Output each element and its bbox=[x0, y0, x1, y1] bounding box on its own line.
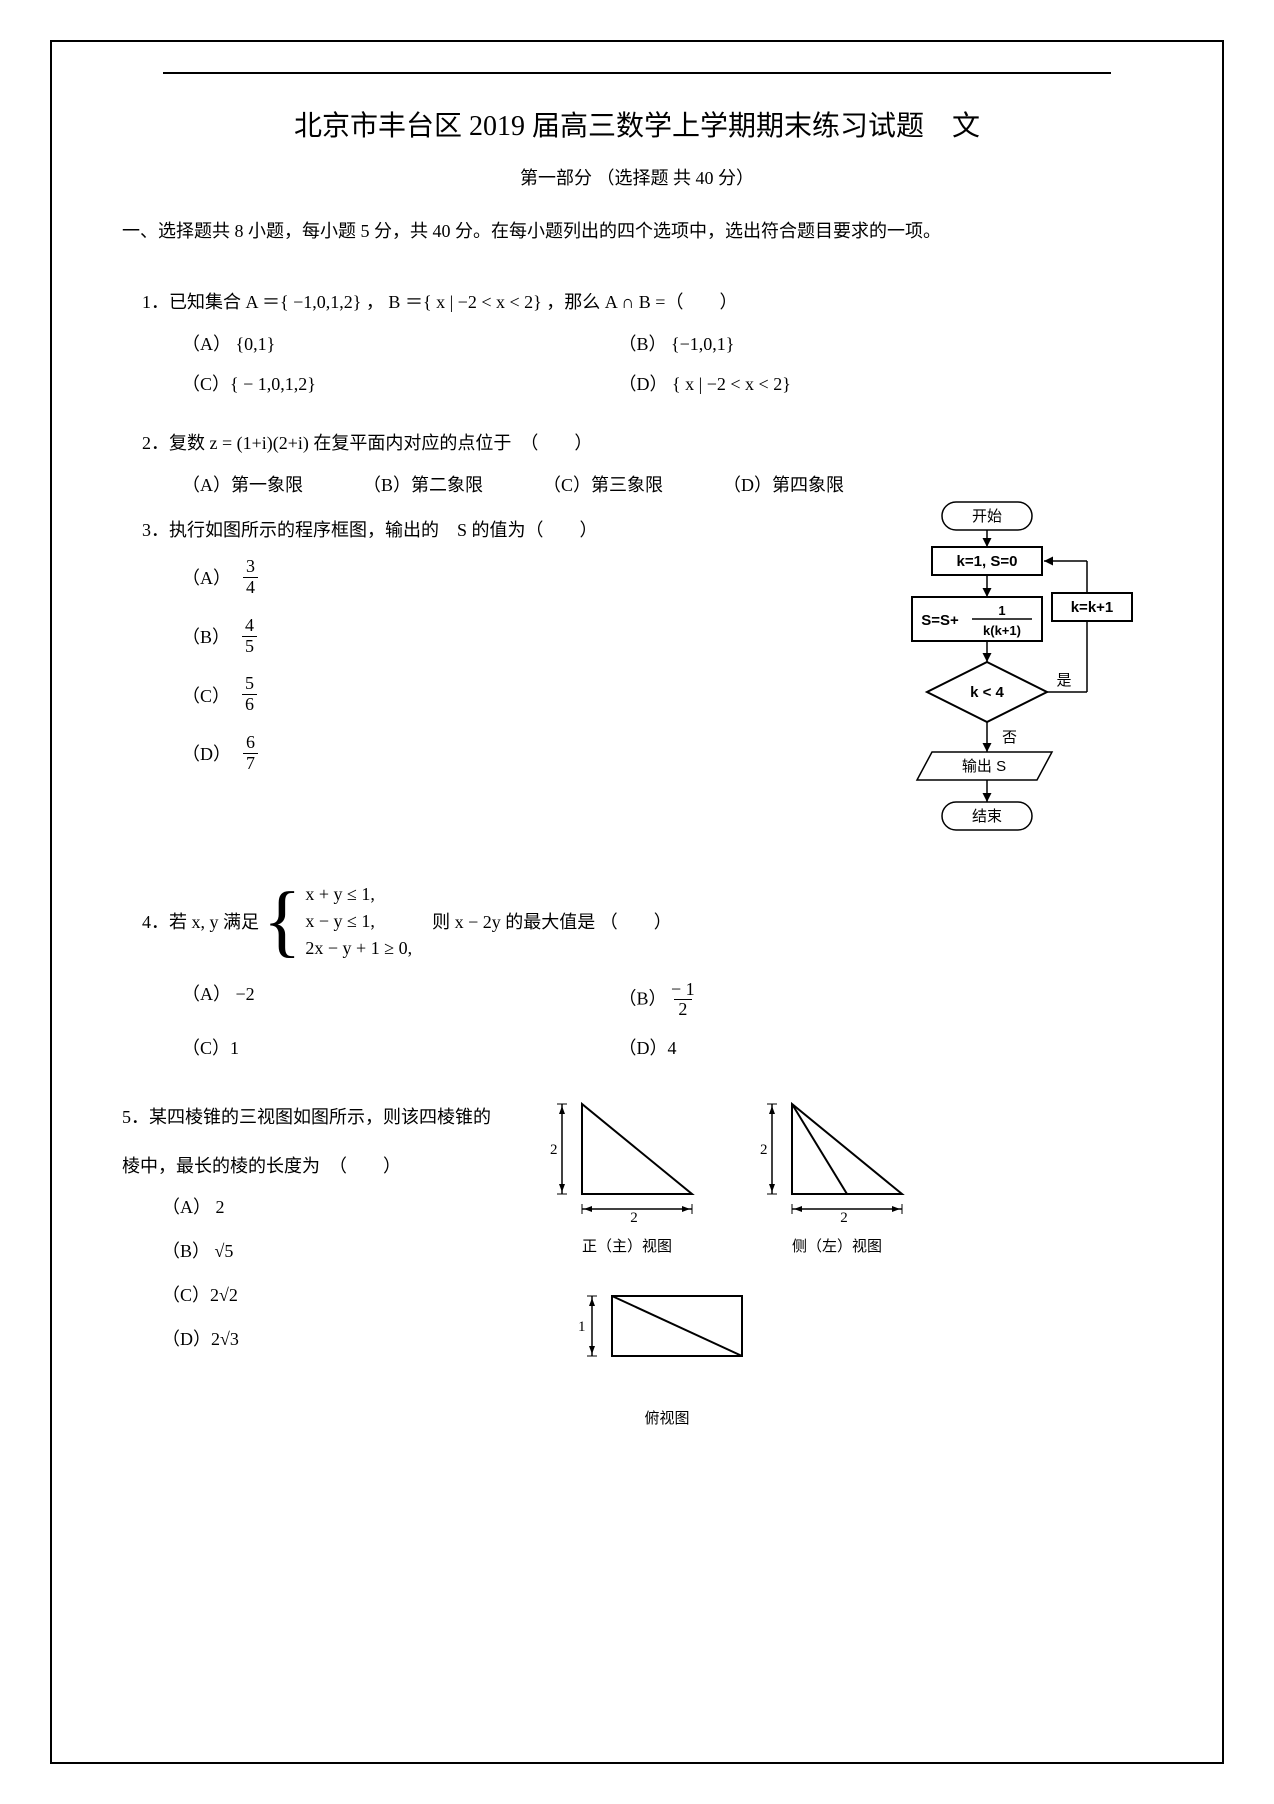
fc-inc: k=k+1 bbox=[1071, 599, 1114, 616]
q3-b-den: 5 bbox=[242, 637, 257, 657]
brace-icon: { bbox=[263, 881, 301, 961]
q5-opt-c: （C）2√2 bbox=[162, 1281, 542, 1307]
q5-d-text: （D）2√3 bbox=[162, 1325, 239, 1351]
q4-prefix: 4．若 x, y 满足 bbox=[142, 908, 259, 934]
side-dim-w: 2 bbox=[840, 1210, 848, 1224]
q3-wrap: 3．执行如图所示的程序框图，输出的 S 的值为（ ） （A） 3 4 （B） 4 bbox=[122, 497, 1152, 881]
front-dim-w: 2 bbox=[630, 1210, 638, 1224]
q4-c1: x + y ≤ 1, bbox=[305, 881, 412, 908]
q5-c-text: （C）2√2 bbox=[162, 1281, 238, 1307]
doc-title: 北京市丰台区 2019 届高三数学上学期期末练习试题 文 bbox=[122, 104, 1152, 144]
q3-opt-c: （C） 5 6 bbox=[182, 674, 852, 715]
q1-opt-d: （D） { x | −2 < x < 2} bbox=[619, 370, 1056, 396]
q3-options: （A） 3 4 （B） 4 5 （C） bbox=[182, 557, 852, 773]
top-caption: 俯视图 bbox=[572, 1407, 762, 1428]
q4-c3: 2x − y + 1 ≥ 0, bbox=[305, 935, 412, 962]
front-view: 2 2 正（主）视图 bbox=[542, 1084, 712, 1256]
side-caption: 侧（左）视图 bbox=[752, 1235, 922, 1256]
fc-end: 结束 bbox=[972, 808, 1002, 825]
fc-start: 开始 bbox=[972, 508, 1002, 525]
q3-d-den: 7 bbox=[243, 754, 258, 774]
q2-stem: 2．复数 z = (1+i)(2+i) 在复平面内对应的点位于 （ ） bbox=[142, 428, 1152, 459]
q5-wrap: 5．某四棱锥的三视图如图所示，则该四棱锥的 棱中，最长的棱的长度为 （ ） （A… bbox=[122, 1084, 1152, 1428]
q3-c-num: 5 bbox=[242, 674, 257, 695]
q4-stem: 4．若 x, y 满足 { x + y ≤ 1, x − y ≤ 1, 2x −… bbox=[142, 881, 1152, 962]
q3-c-label: （C） bbox=[182, 682, 230, 708]
doc-subtitle: 第一部分 （选择题 共 40 分） bbox=[122, 164, 1152, 190]
q3-a-label: （A） bbox=[182, 564, 231, 590]
fc-s-den: k(k+1) bbox=[983, 623, 1021, 638]
q2-opt-b: （B）第二象限 bbox=[363, 471, 483, 497]
q3-d-frac: 6 7 bbox=[243, 733, 258, 774]
q3-b-frac: 4 5 bbox=[242, 616, 257, 657]
fc-yes: 是 bbox=[1056, 672, 1071, 689]
q3-a-num: 3 bbox=[243, 557, 258, 578]
q5-stem1: 5．某四棱锥的三视图如图所示，则该四棱锥的 bbox=[122, 1102, 542, 1133]
q4-opt-d: （D）4 bbox=[619, 1034, 1056, 1060]
q4-opt-a: （A） −2 bbox=[182, 980, 619, 1021]
q3-opt-d: （D） 6 7 bbox=[182, 733, 852, 774]
q3-c-frac: 5 6 bbox=[242, 674, 257, 715]
q3-opt-a: （A） 3 4 bbox=[182, 557, 852, 598]
fc-s-num: 1 bbox=[998, 603, 1005, 618]
q3-b-label: （B） bbox=[182, 623, 230, 649]
q2-opt-c: （C）第三象限 bbox=[543, 471, 663, 497]
q2-options: （A）第一象限 （B）第二象限 （C）第三象限 （D）第四象限 bbox=[182, 471, 1152, 497]
front-dim-h: 2 bbox=[550, 1142, 558, 1158]
q2-opt-d: （D）第四象限 bbox=[723, 471, 844, 497]
q1-opt-b: （B） {−1,0,1} bbox=[619, 330, 1056, 356]
q4-opt-c: （C）1 bbox=[182, 1034, 619, 1060]
side-dim-h: 2 bbox=[760, 1142, 768, 1158]
q5-opt-a: （A） 2 bbox=[162, 1193, 542, 1219]
fc-no: 否 bbox=[1002, 729, 1017, 746]
q5-b-text: （B） √5 bbox=[162, 1237, 233, 1263]
top-view: 1 俯视图 bbox=[572, 1276, 762, 1428]
q4-b-den: 2 bbox=[674, 999, 692, 1020]
page: 北京市丰台区 2019 届高三数学上学期期末练习试题 文 第一部分 （选择题 共… bbox=[0, 0, 1274, 1804]
fc-s-left: S=S+ bbox=[921, 612, 959, 629]
q4-suffix: 则 x − 2y 的最大值是 （ ） bbox=[432, 908, 672, 934]
q5-opt-b: （B） √5 bbox=[162, 1237, 542, 1263]
side-view: 2 2 侧（左）视图 bbox=[752, 1084, 922, 1256]
q3-d-num: 6 bbox=[243, 733, 258, 754]
top-view-svg: 1 bbox=[572, 1276, 762, 1396]
q3-opt-b: （B） 4 5 bbox=[182, 616, 852, 657]
flowchart-svg: 开始 k=1, S=0 S=S+ 1 k(k+1) k < 4 bbox=[852, 497, 1152, 877]
page-border: 北京市丰台区 2019 届高三数学上学期期末练习试题 文 第一部分 （选择题 共… bbox=[50, 40, 1224, 1764]
side-view-svg: 2 2 bbox=[752, 1084, 922, 1224]
q3-c-den: 6 bbox=[242, 695, 257, 715]
q3-b-num: 4 bbox=[242, 616, 257, 637]
q3-d-label: （D） bbox=[182, 740, 231, 766]
fc-cond: k < 4 bbox=[970, 684, 1004, 701]
q5-options: （A） 2 （B） √5 （C）2√2 （D）2√3 bbox=[162, 1193, 542, 1351]
q4-options: （A） −2 （B） − 1 2 （C）1 （D）4 bbox=[182, 980, 1152, 1075]
q4-constraints: x + y ≤ 1, x − y ≤ 1, 2x − y + 1 ≥ 0, bbox=[305, 881, 412, 962]
q5-left: 5．某四棱锥的三视图如图所示，则该四棱锥的 棱中，最长的棱的长度为 （ ） （A… bbox=[122, 1084, 542, 1369]
q3-left: 3．执行如图所示的程序框图，输出的 S 的值为（ ） （A） 3 4 （B） 4 bbox=[122, 497, 852, 792]
top-rule bbox=[163, 72, 1111, 74]
top-dim-h: 1 bbox=[578, 1319, 586, 1335]
q1-opt-a: （A） {0,1} bbox=[182, 330, 619, 356]
q5-opt-d: （D）2√3 bbox=[162, 1325, 542, 1351]
q4-opt-b: （B） − 1 2 bbox=[619, 980, 1056, 1021]
q4-b-top: − 1 bbox=[671, 980, 695, 1000]
q3-a-den: 4 bbox=[243, 578, 258, 598]
section-1-head: 一、选择题共 8 小题，每小题 5 分，共 40 分。在每小题列出的四个选项中，… bbox=[122, 215, 1152, 247]
flowchart: 开始 k=1, S=0 S=S+ 1 k(k+1) k < 4 bbox=[852, 497, 1152, 881]
q5-figures: 2 2 正（主）视图 bbox=[542, 1084, 1152, 1428]
front-view-svg: 2 2 bbox=[542, 1084, 712, 1224]
q5-stem2: 棱中，最长的棱的长度为 （ ） bbox=[122, 1151, 542, 1182]
fc-init: k=1, S=0 bbox=[957, 553, 1018, 570]
q3-stem: 3．执行如图所示的程序框图，输出的 S 的值为（ ） bbox=[142, 515, 852, 546]
q1-stem: 1．已知集合 A ＝{ −1,0,1,2} ， B ＝{ x | −2 < x … bbox=[142, 287, 1152, 318]
front-caption: 正（主）视图 bbox=[542, 1235, 712, 1256]
q4-b-label: （B） bbox=[619, 988, 667, 1008]
q3-a-frac: 3 4 bbox=[243, 557, 258, 598]
q1-opt-c: （C）{ − 1,0,1,2} bbox=[182, 370, 619, 396]
fc-out: 输出 S bbox=[962, 758, 1006, 775]
q2-opt-a: （A）第一象限 bbox=[182, 471, 303, 497]
q4-c2: x − y ≤ 1, bbox=[305, 908, 412, 935]
q1-options: （A） {0,1} （B） {−1,0,1} （C）{ − 1,0,1,2} （… bbox=[182, 330, 1152, 410]
